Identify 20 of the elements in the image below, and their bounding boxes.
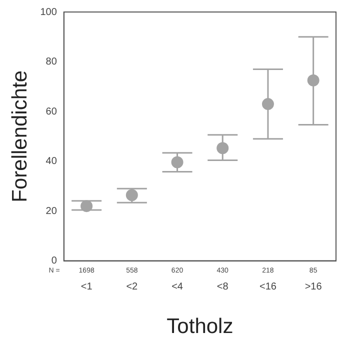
point: [307, 74, 320, 86]
x-tick-label: <1: [80, 282, 93, 293]
y-tick-label: 60: [46, 106, 58, 118]
x-tick-label: >16: [304, 282, 322, 293]
point: [262, 98, 274, 110]
y-tick-label: 80: [46, 56, 58, 68]
point: [80, 200, 93, 212]
y-tick-label: 20: [46, 206, 58, 217]
point: [171, 156, 184, 168]
x-tick-label: <2: [126, 282, 138, 293]
x-tick-label: <16: [259, 282, 277, 293]
x-axis-title: Totholz: [166, 315, 234, 338]
point: [126, 189, 138, 202]
point: [216, 142, 229, 154]
y-tick-label: 40: [46, 156, 58, 168]
x-tick-label: <8: [216, 282, 229, 293]
y-axis-title: Forellendichte: [8, 70, 32, 202]
x-tick-label: <4: [172, 282, 184, 293]
y-tick-label: 0: [51, 256, 58, 267]
y-tick-label: 100: [40, 6, 58, 18]
